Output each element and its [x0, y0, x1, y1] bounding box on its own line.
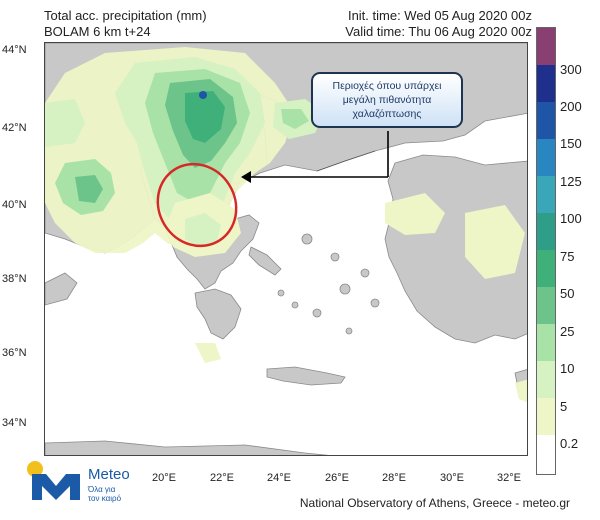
colorbar-swatch	[537, 398, 555, 435]
callout-line: Περιοχές όπου υπάρχει	[332, 80, 442, 92]
lat-label: 40°N	[2, 199, 27, 211]
colorbar-label: 25	[560, 324, 575, 339]
logo-tagline-line: Όλα για	[88, 485, 116, 494]
colorbar-label: 10	[560, 361, 575, 376]
precipitation-colorbar	[536, 27, 556, 475]
init-time: Init. time: Wed 05 Aug 2020 00z	[347, 8, 532, 23]
colorbar-swatch	[537, 435, 555, 472]
hail-callout: Περιοχές όπου υπάρχει μεγάλη πιθανότητα …	[311, 72, 463, 128]
valid-time: Valid time: Thu 06 Aug 2020 00z	[345, 24, 532, 39]
lat-label: 44°N	[2, 44, 27, 56]
lon-label: 30°E	[440, 472, 464, 484]
logo-tagline: Όλα για τον καιρό	[88, 485, 121, 503]
lon-label: 24°E	[267, 472, 291, 484]
colorbar-label: 200	[560, 99, 582, 114]
lat-label: 42°N	[2, 122, 27, 134]
colorbar-swatch	[537, 65, 555, 102]
meteo-logo-icon	[27, 461, 80, 500]
peloponnese	[194, 288, 242, 340]
hail-risk-ring	[156, 162, 238, 248]
colorbar-label: 75	[560, 249, 575, 264]
lon-label: 28°E	[382, 472, 406, 484]
lat-label: 34°N	[2, 417, 27, 429]
lat-label: 36°N	[2, 347, 27, 359]
colorbar-label: 100	[560, 211, 582, 226]
product-title: Total acc. precipitation (mm)	[44, 8, 207, 23]
logo-tagline-line: τον καιρό	[88, 494, 122, 503]
lat-label: 38°N	[2, 273, 27, 285]
lon-label: 26°E	[325, 472, 349, 484]
africa-coast	[45, 440, 330, 455]
model-subtitle: BOLAM 6 km t+24	[44, 24, 151, 39]
time-block: Init. time: Wed 05 Aug 2020 00z Valid ti…	[345, 8, 532, 40]
colorbar-swatch	[537, 324, 555, 361]
logo-wordmark: Meteo	[88, 466, 130, 483]
crete	[266, 366, 346, 386]
colorbar-swatch	[537, 213, 555, 250]
credit-text: National Observatory of Athens, Greece -…	[299, 496, 570, 510]
callout-arrow	[248, 131, 389, 178]
arrow-head	[241, 171, 251, 183]
lon-label: 32°E	[497, 472, 521, 484]
colorbar-label: 150	[560, 136, 582, 151]
precipitation-shading	[45, 47, 527, 403]
lon-label: 22°E	[210, 472, 234, 484]
colorbar-swatch	[537, 102, 555, 139]
colorbar-label: 5	[560, 399, 568, 414]
colorbar-swatch	[537, 250, 555, 287]
italy-heel	[45, 272, 78, 306]
colorbar-swatch	[537, 287, 555, 324]
lon-label: 20°E	[152, 472, 176, 484]
title-block: Total acc. precipitation (mm) BOLAM 6 km…	[44, 8, 207, 40]
colorbar-label: 50	[560, 286, 575, 301]
colorbar-label: 125	[560, 174, 582, 189]
colorbar-swatch	[537, 139, 555, 176]
euboea	[248, 246, 282, 276]
colorbar-swatch	[537, 176, 555, 213]
colorbar-swatch	[537, 28, 555, 65]
colorbar-swatch	[537, 361, 555, 398]
colorbar-label: 300	[560, 62, 582, 77]
colorbar-label: 0.2	[560, 436, 579, 451]
callout-line: χαλαζόπτωσης	[352, 108, 422, 120]
callout-line: μεγάλη πιθανότητα	[342, 94, 432, 106]
